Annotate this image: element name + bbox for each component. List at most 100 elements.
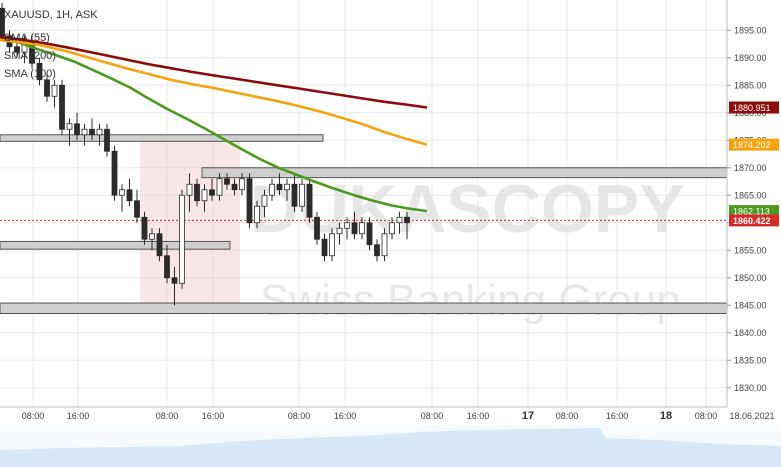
candle-body [231,183,238,191]
candle-body [0,7,5,37]
candle [51,79,58,108]
navigator-panel[interactable] [0,425,781,467]
candle-body [201,189,208,202]
x-tick-label: 18 [660,410,672,422]
candle [96,123,103,146]
candle [36,57,43,86]
candle-body [366,222,373,246]
candlestick-series [0,2,410,306]
x-tick-label: 08:00 [156,411,179,421]
candle [374,239,380,262]
candle-body [81,128,88,136]
candle [104,123,110,157]
candle-body [239,178,245,191]
sr-zone [0,134,324,142]
candle [179,189,185,289]
candle [209,178,215,201]
sma-line-1 [0,35,428,109]
candle-body [284,183,290,191]
candle-body [246,178,253,224]
x-tick-label: 16:00 [202,411,225,421]
candle-body [299,183,305,207]
sr-zone [0,240,231,250]
x-tick-label: 17 [522,410,534,422]
candle-body [126,189,133,202]
candle [291,173,298,212]
candle [66,118,73,146]
candle [89,118,95,141]
y-tick-label: 1855.00 [734,245,767,255]
legend-sma-0: SMA (55) [4,32,50,44]
candle [81,123,88,146]
candle [126,178,133,207]
candle-body [89,128,95,136]
candle [329,228,335,262]
candle [186,173,193,212]
candle-body [321,238,328,257]
sr-zone [0,302,728,314]
candle-body [224,178,230,185]
x-tick-label: 16:00 [67,411,90,421]
y-tick-label: 1830.00 [734,383,767,393]
sma-line-0 [0,37,428,213]
candle-body [104,128,110,152]
candle [366,217,373,251]
sma200-price-tag [729,101,779,114]
candle [246,173,253,229]
y-tick-label: 1890.00 [734,53,767,63]
x-tick-label: 08:00 [22,411,45,421]
candle-body [44,79,50,97]
candle-body [396,216,403,224]
candle-body [351,222,358,235]
sma-line-2 [0,38,428,146]
candle-body [336,227,343,235]
x-tick-label: 16:00 [467,411,490,421]
candle-body [194,183,200,202]
candle [74,112,80,141]
candle-body [119,189,125,196]
candle-body [374,244,380,257]
candle-body [254,205,260,224]
candle [396,211,403,234]
candle-body [261,194,268,207]
candle [344,217,350,240]
legend-sma-1: SMA (200) [4,50,56,62]
legend-sma-2: SMA (100) [4,68,56,80]
candle-body [59,84,65,130]
sma55-price-tag [729,205,779,218]
candle-body [291,183,298,207]
navigator-area [0,428,781,467]
candle-body [179,194,185,284]
candle-body [216,178,223,196]
y-tick-label: 1895.00 [734,25,767,35]
candle [404,211,410,240]
candle [44,74,50,102]
candle [306,178,313,223]
current-price-tag [729,214,779,227]
candle-body [404,216,410,224]
candle-body [134,200,140,218]
candle [231,178,238,196]
candle-body [149,233,155,240]
candle [359,217,365,240]
candle [141,211,148,245]
candle-body [171,277,178,284]
candle-body [344,222,350,229]
candle [134,189,140,223]
x-tick-label: 16:00 [606,411,629,421]
candle [321,233,328,262]
candle [351,211,358,240]
y-axis-panel [727,0,781,407]
candle-body [36,62,43,81]
candle-body [156,233,163,257]
candle-body [74,123,80,136]
y-tick-label: 1865.00 [734,190,767,200]
x-tick-label: 08:00 [695,411,718,421]
candle [164,244,170,284]
candle-body [306,183,313,218]
candle [119,184,125,212]
candle-body [314,216,320,240]
sma55-price-tag-text: 1862.113 [733,207,770,217]
candle [254,200,260,229]
